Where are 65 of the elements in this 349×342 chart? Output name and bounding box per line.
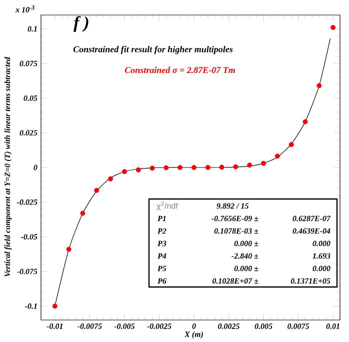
point [288, 142, 294, 148]
x-axis-title: X (m) [184, 331, 203, 339]
point [330, 24, 336, 30]
y-tick-label: -0.025 [16, 199, 38, 205]
annotation: P5 [158, 266, 166, 272]
point [219, 164, 224, 170]
annotation: Constrained σ = 2.87E-07 Tm [124, 66, 235, 74]
y-tick-label: 0.075 [20, 60, 38, 66]
x-tick-label: -0.01 [46, 324, 62, 329]
point [191, 164, 196, 170]
y-tick-label: 0.025 [20, 130, 38, 136]
annotation: 0.1371E+05 [290, 278, 330, 284]
point [247, 162, 252, 168]
annotation: Constrained fit result for higher multipoles [73, 46, 233, 54]
annotation: 0.000 ± [234, 240, 258, 246]
y-tick-label: 0.05 [24, 95, 38, 101]
point [108, 176, 114, 182]
annotation: P4 [158, 253, 166, 259]
point [302, 119, 308, 124]
annotation: -0.7656E-09 ± [212, 216, 258, 222]
point [316, 83, 322, 88]
point [80, 210, 86, 216]
point [136, 167, 141, 172]
point [178, 164, 183, 170]
y-tick-label: -0.05 [20, 234, 38, 240]
point [94, 188, 100, 193]
point [261, 160, 266, 166]
point [274, 154, 280, 159]
annotation: P2 [158, 228, 166, 234]
annotation: P6 [158, 278, 166, 284]
annotation: 0.1078E-03 ± [214, 228, 258, 234]
annotation: 0.6287E-07 [292, 216, 331, 222]
annotation: -2.840 ± [232, 253, 258, 259]
x-tick-label: 0.0025 [218, 324, 240, 329]
annotation: 0.000 [312, 266, 330, 272]
point [122, 169, 127, 174]
y-tick-label: -0.075 [16, 268, 38, 274]
annotation: f ) [74, 16, 88, 32]
point [66, 246, 72, 252]
point [233, 164, 238, 170]
x-tick-label: -0.005 [114, 324, 135, 329]
annotation: 9.892 / 15 [216, 203, 249, 209]
x-tick-label: -0.0025 [147, 324, 172, 329]
y-tick-label: -0.1 [24, 303, 37, 309]
point [164, 165, 169, 170]
x-tick-label: 0.0075 [288, 324, 310, 329]
x-tick-label: 0.005 [254, 324, 272, 329]
y-axis-title: Vertical field component at Y=Z=0 (T) with linear terms subtracted [4, 56, 12, 277]
annotation: 0.1028E+07 ± [212, 278, 258, 284]
x-tick-label: -0.0075 [78, 324, 102, 329]
x-tick-label: 0.01 [326, 324, 340, 329]
point [52, 304, 58, 309]
annotation: 0.4639E-04 [292, 228, 330, 234]
x-tick-label: 0 [192, 324, 196, 329]
annotation: P3 [158, 240, 166, 246]
text: x 10$^{-3}$ [15, 6, 34, 12]
annotation: 1.693 [312, 253, 330, 259]
point [150, 166, 155, 171]
annotation: P1 [158, 216, 166, 222]
point [205, 164, 210, 170]
annotation: 0.000 [312, 240, 330, 246]
y-tick-label: 0 [34, 164, 38, 170]
annotation: χ$^{2}$/ndf [156, 202, 178, 210]
y-tick-label: 0.1 [28, 26, 37, 32]
annotation: 0.000 ± [234, 266, 258, 272]
